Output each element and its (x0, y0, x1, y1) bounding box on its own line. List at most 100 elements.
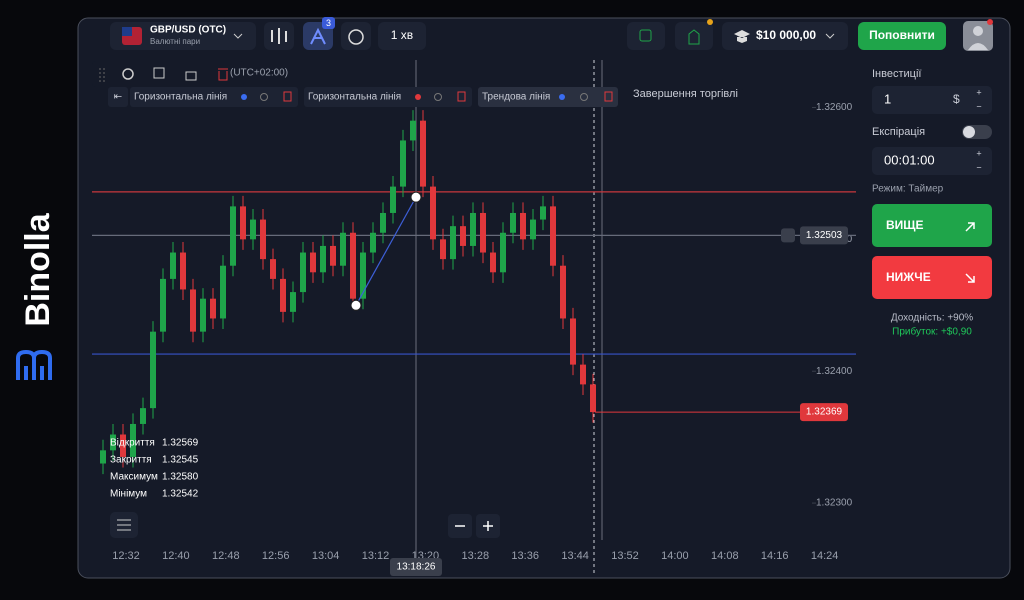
chart-type-icon (271, 28, 287, 44)
visibility-icon (580, 93, 588, 101)
candle-body (400, 140, 406, 187)
collapse-icon: ⇤ (114, 92, 122, 103)
timeframe-button[interactable] (378, 22, 426, 50)
badge (322, 17, 335, 29)
alerts-button[interactable] (341, 22, 371, 50)
increment[interactable]: + (976, 148, 981, 158)
decrement[interactable]: − (976, 101, 981, 111)
balance: $10 000,00 (756, 28, 816, 42)
candle-body (210, 298, 216, 319)
x-tick-label: 13:36 (511, 550, 539, 562)
candle-body (280, 278, 286, 312)
chart-settings-icon (117, 519, 131, 531)
candle-body (500, 232, 506, 273)
up-button[interactable] (872, 204, 992, 247)
copy-icon[interactable] (153, 67, 165, 79)
x-tick-label: 12:32 (112, 550, 140, 562)
candle-body (110, 434, 116, 451)
expiration-input[interactable] (872, 147, 992, 175)
candle-body (150, 331, 156, 409)
y-tick-label: 1.32400 (816, 366, 853, 377)
up-icon (965, 222, 975, 232)
alerts-icon (348, 29, 364, 45)
x-tick-label: 12:48 (212, 550, 240, 562)
drawing-chip (130, 87, 298, 107)
visibility-icon (434, 93, 442, 101)
toggle-knob (963, 126, 975, 138)
trend-handle (410, 191, 422, 203)
x-tick-label: 14:08 (711, 550, 739, 562)
candle-body (590, 384, 596, 413)
candle-body (470, 212, 476, 246)
candle-body (240, 206, 246, 240)
zoom-in-icon (483, 521, 493, 531)
drawing-name: Горизонтальна лінія (308, 92, 401, 103)
down-icon (965, 273, 975, 283)
candle-body (480, 212, 486, 253)
ohlc-value: 1.32569 (162, 438, 199, 449)
brand-logo (16, 349, 52, 380)
candle-body (420, 120, 426, 187)
candle-body (300, 252, 306, 293)
ohlc-info: Відкриття 1.32569 Закриття 1.32545 Максимум 1… (110, 438, 199, 500)
delete-icon[interactable] (218, 68, 228, 81)
avatar-icon (973, 26, 983, 36)
candle-body (350, 232, 356, 299)
app-frame (77, 17, 1011, 579)
candle-body (550, 206, 556, 266)
settings-icon[interactable] (122, 68, 134, 80)
collapse-button[interactable] (108, 87, 128, 107)
ohlc-value: 1.32545 (162, 455, 199, 466)
chart: 1.326001.325001.324001.3230012:3212:4012… (92, 60, 856, 576)
down-label: НИЖЧЕ (886, 270, 931, 284)
candle-body (370, 232, 376, 253)
mode: Режим: Таймер (872, 184, 944, 195)
trades-button[interactable] (627, 22, 665, 50)
x-tick-label: 13:12 (362, 550, 390, 562)
drawing-chip (304, 87, 472, 107)
asset-selector[interactable] (110, 22, 256, 50)
asset-name: GBP/USD (OTC) (150, 25, 226, 36)
timezone: (UTC+02:00) (230, 68, 288, 79)
x-tick-label: 13:44 (561, 550, 589, 562)
delete-icon (457, 91, 466, 102)
candle-body (180, 252, 186, 290)
bonus-button[interactable] (675, 22, 713, 50)
asset-group: Валютні пари (150, 37, 200, 46)
visibility-icon (260, 93, 268, 101)
candle-body (190, 289, 196, 332)
down-button[interactable] (872, 256, 992, 299)
notification-dot (987, 19, 993, 25)
flag-icon (122, 27, 132, 36)
candle-body (260, 219, 266, 260)
trade-end-label: Завершення торгівлі (633, 88, 738, 100)
candle-body (430, 186, 436, 240)
x-tick-label: 14:00 (661, 550, 689, 562)
ohlc-label: Відкриття (110, 438, 155, 449)
cursor-time: 13:18:26 (397, 562, 436, 573)
balance-selector[interactable] (722, 22, 848, 50)
lock-icon[interactable] (185, 71, 197, 81)
decrement[interactable]: − (976, 162, 981, 172)
trades-icon (639, 29, 652, 42)
profit: Прибуток: +$0,90 (892, 326, 972, 338)
alert-icon (781, 228, 795, 243)
deposit-button[interactable] (858, 22, 946, 50)
candle-body (410, 120, 416, 141)
candle-body (170, 252, 176, 279)
level-label: 1.32503 (806, 230, 843, 241)
trend-handle (350, 299, 362, 311)
increment[interactable]: + (976, 87, 981, 97)
candle-body (560, 265, 566, 319)
candle-body (520, 212, 526, 240)
ohlc-label: Максимум (110, 472, 158, 483)
candle-body (390, 186, 396, 213)
bonus-icon (688, 29, 700, 45)
investment-input[interactable] (872, 86, 992, 114)
ohlc-value: 1.32580 (162, 472, 199, 483)
timeframe: 1 хв (391, 28, 413, 42)
y-tick-label: 1.32300 (816, 498, 853, 509)
drawing-color (559, 94, 565, 100)
candle-body (490, 252, 496, 273)
